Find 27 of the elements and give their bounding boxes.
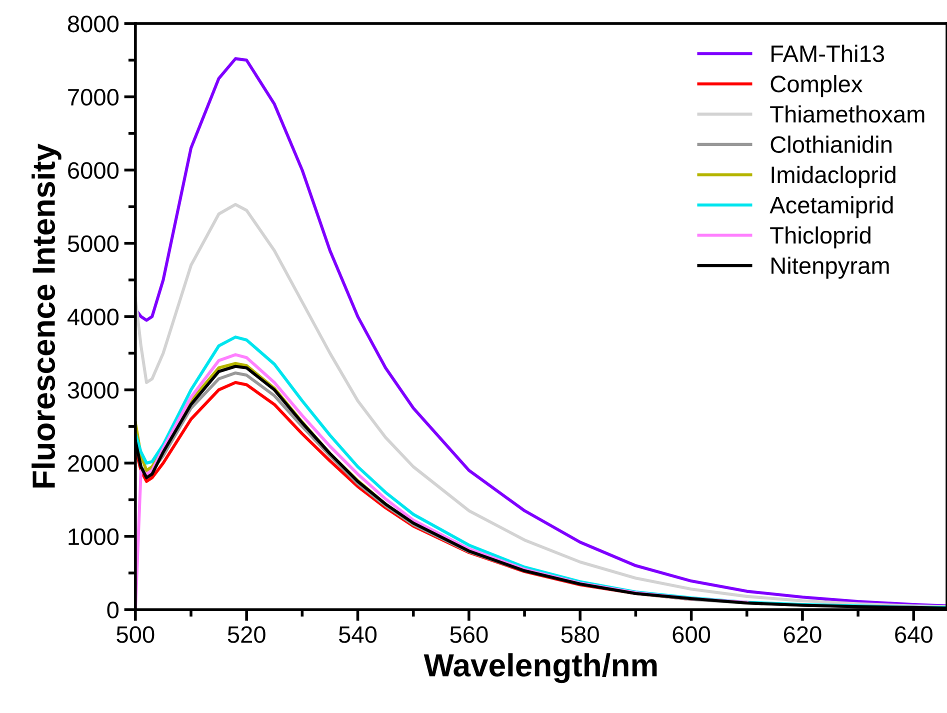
x-tick-label: 500 (116, 626, 154, 643)
y-tick-label: 6000 (68, 162, 119, 179)
x-tick-label: 560 (450, 626, 488, 643)
y-tick-label: 4000 (67, 308, 119, 326)
legend-label: Imidacloprid (772, 166, 896, 188)
x-tick-label: 600 (672, 626, 710, 643)
x-tick-label: 580 (561, 626, 599, 643)
x-tick-label: 640 (895, 626, 932, 643)
y-tick-label: 0 (107, 602, 119, 618)
legend-label: Acetamiprid (770, 196, 893, 218)
y-tick-label: 1000 (68, 528, 119, 546)
legend-label: Clothianidin (770, 136, 892, 153)
legend-label: Thicloprid (770, 226, 870, 248)
y-axis-title: Fluorescence Intensity (32, 144, 62, 488)
y-tick-label: 2000 (68, 455, 119, 472)
y-tick-label: 8000 (68, 16, 119, 32)
legend-label: Thiamethoxam (770, 105, 924, 123)
x-tick-label: 520 (228, 626, 266, 643)
x-tick-label: 540 (339, 626, 377, 643)
legend-label: Nitenpyram (772, 256, 889, 279)
y-tick-label: 7000 (68, 88, 119, 106)
legend-label: FAM-Thi13 (772, 44, 884, 62)
legend-label: Complex (770, 75, 863, 98)
y-tick-label: 5000 (68, 235, 119, 252)
y-tick-label: 3000 (68, 382, 119, 399)
x-axis-title: Wavelength/nm (424, 653, 657, 684)
x-tick-label: 620 (784, 626, 822, 643)
